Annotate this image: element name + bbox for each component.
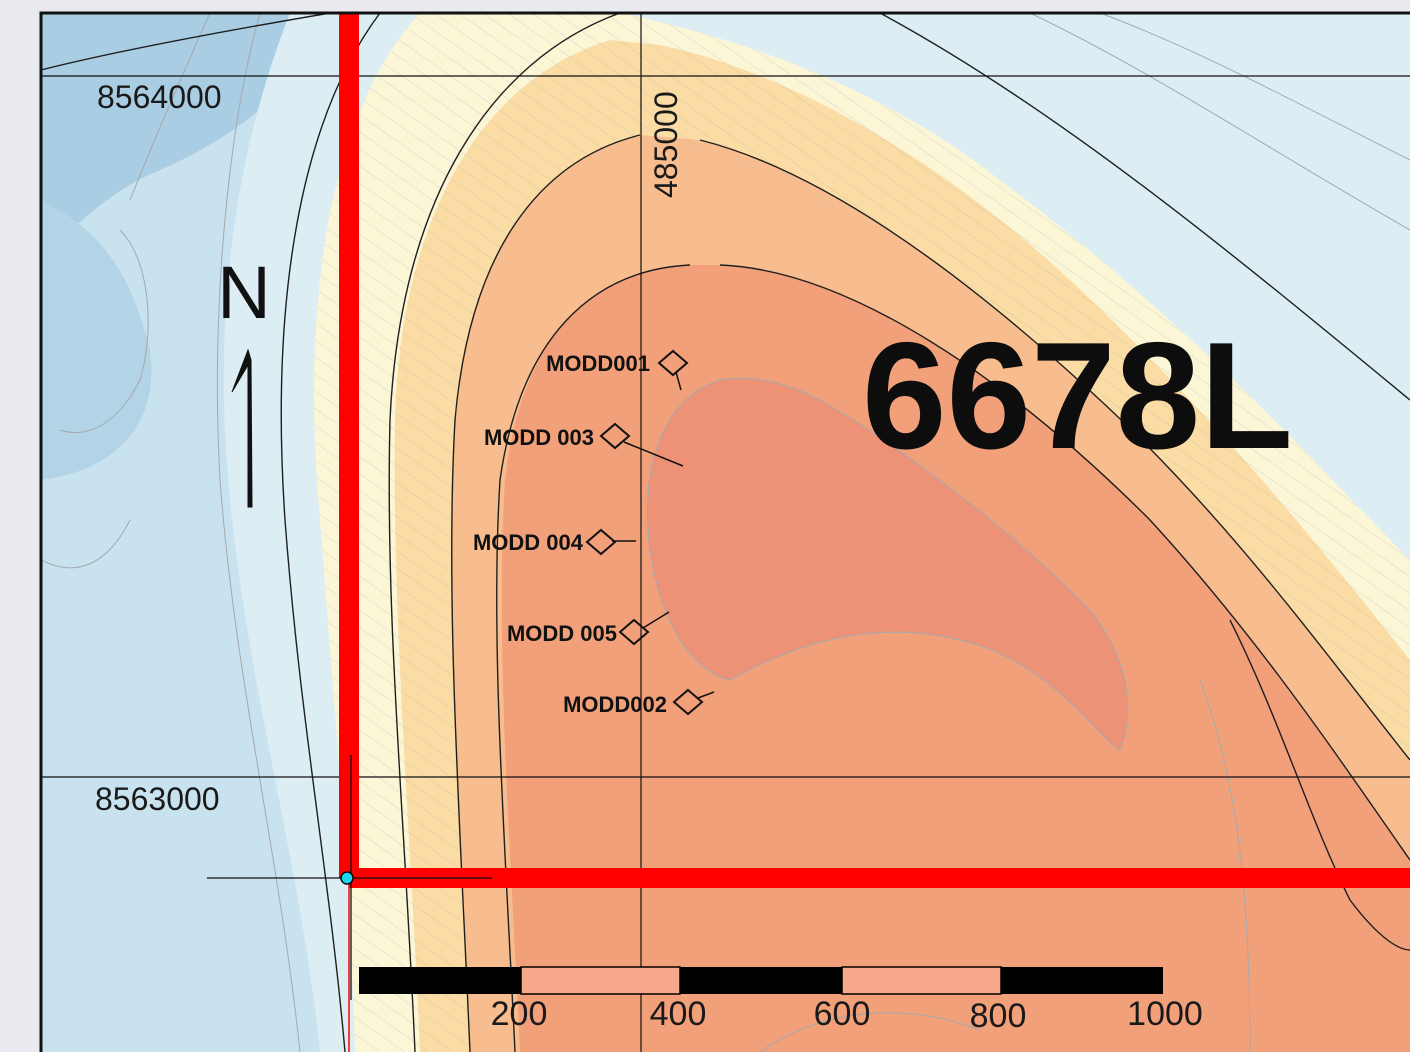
drillhole-trace	[697, 691, 715, 699]
scale-bar: 200 400 600 800 1000	[359, 966, 1203, 1035]
drillhole-collar-icon	[585, 528, 617, 556]
drillhole-modd005[interactable]: MODD 005	[507, 611, 670, 646]
drillhole-modd002[interactable]: MODD002	[563, 688, 715, 717]
scale-label: 800	[970, 997, 1027, 1035]
drillhole-collars: MODD001 MODD 003 MODD 004 MODD 005 MODD0	[473, 349, 715, 717]
scale-segment-dark	[359, 967, 521, 994]
north-arrow-icon	[231, 348, 253, 508]
drillhole-label: MODD002	[563, 692, 667, 717]
low-zone-w	[41, 200, 152, 480]
drillhole-trace	[675, 371, 682, 391]
major-contours	[41, 13, 1410, 1052]
map-body: N 8564000 8563000 485000 6678L MODD001 M…	[41, 13, 1410, 1052]
drillhole-modd004[interactable]: MODD 004	[473, 528, 636, 556]
scale-segment-light	[841, 966, 1002, 995]
map-frame	[39, 11, 1410, 1052]
drillhole-modd003[interactable]: MODD 003	[484, 422, 684, 467]
northing-label-lower: 8563000	[95, 781, 220, 817]
scale-label: 1000	[1127, 995, 1203, 1033]
drillhole-modd001[interactable]: MODD001	[546, 349, 689, 391]
scale-segment-dark	[1001, 967, 1163, 994]
area-label: 6678L	[862, 311, 1293, 481]
north-arrow-letter: N	[217, 251, 270, 334]
contour-hatching	[314, 13, 1410, 1052]
drillhole-trace	[623, 441, 684, 467]
drillhole-collar-icon	[657, 349, 689, 377]
drillhole-collar-icon	[599, 422, 631, 450]
low-zone-nw	[41, 13, 330, 260]
scale-label: 600	[814, 995, 871, 1033]
drillhole-trace	[642, 611, 670, 629]
drillhole-label: MODD 003	[484, 425, 594, 450]
north-arrow: N	[217, 251, 271, 508]
northing-label-upper: 8564000	[97, 79, 222, 115]
drillhole-label: MODD 005	[507, 621, 617, 646]
minor-contours	[41, 13, 1410, 1052]
scale-label: 400	[650, 995, 707, 1033]
drillhole-label: MODD 004	[473, 530, 584, 555]
easting-label: 485000	[648, 91, 684, 198]
lease-boundary	[339, 13, 1410, 1052]
boundary-vertex-marker[interactable]	[340, 871, 354, 885]
scale-label: 200	[491, 995, 548, 1033]
scale-segment-dark	[680, 967, 842, 994]
drillhole-collar-icon	[672, 688, 704, 716]
drillhole-label: MODD001	[546, 351, 650, 376]
scale-segment-light	[520, 966, 681, 995]
